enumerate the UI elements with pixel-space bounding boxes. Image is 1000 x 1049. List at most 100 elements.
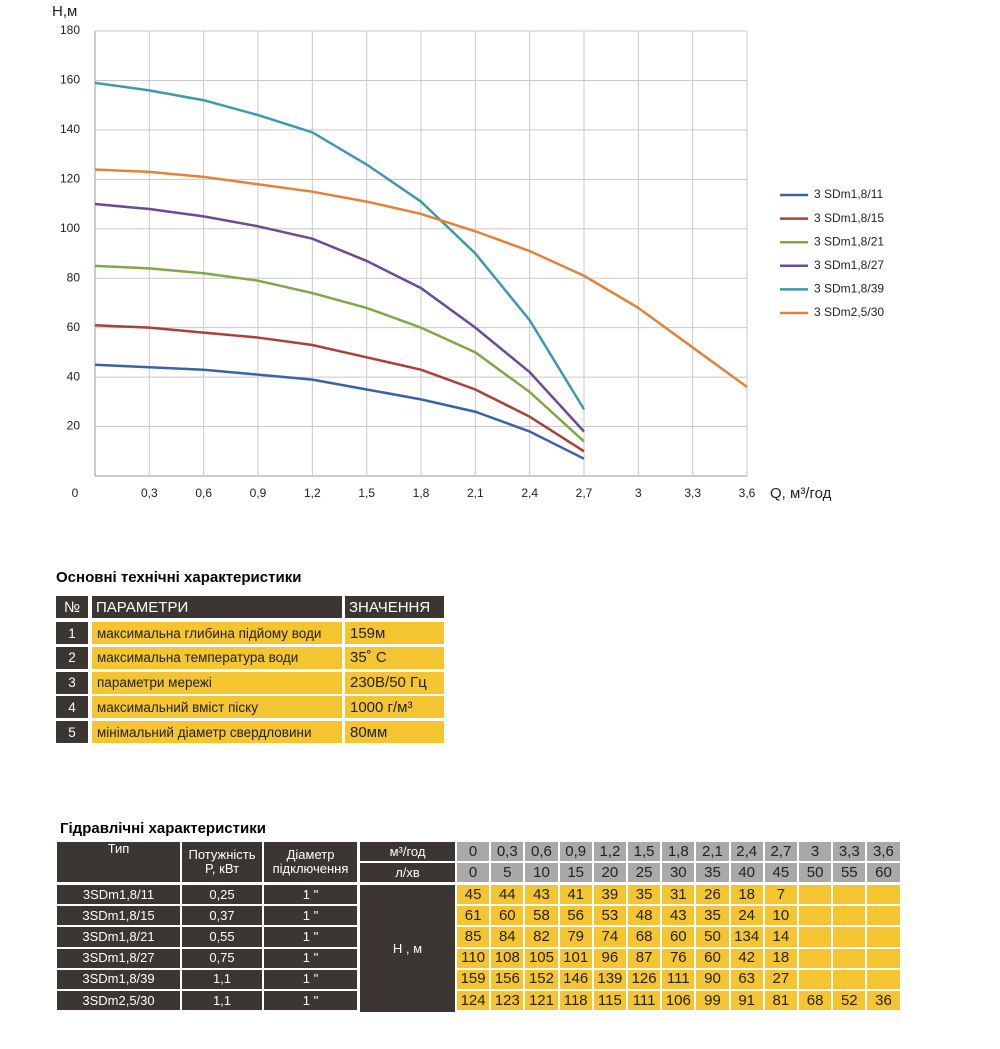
x-tick-label: 2,7	[576, 486, 593, 500]
head-cell: 121	[525, 991, 558, 1011]
head-cell: 24	[730, 906, 763, 926]
legend-label: 3 SDm1,8/39	[814, 282, 884, 296]
type-cell: 3SDm1,8/11	[57, 885, 180, 905]
flow-cell: 15	[559, 863, 592, 882]
header-cell: Н , м	[360, 885, 455, 1012]
flow-cell: 2,7	[764, 842, 797, 861]
legend-label: 3 SDm2,5/30	[814, 305, 884, 319]
y-tick-label: 160	[60, 73, 80, 87]
flow-cell: 40	[730, 863, 763, 882]
head-cell: 139	[593, 969, 626, 989]
head-cell: 90	[696, 969, 729, 989]
head-cell: 111	[662, 969, 695, 989]
legend-label: 3 SDm1,8/11	[814, 187, 883, 201]
head-cell: 156	[491, 969, 524, 989]
head-cell: 18	[730, 885, 763, 905]
spec-cell: 80мм	[345, 721, 444, 744]
head-cell	[799, 948, 832, 968]
flow-cell: 0,3	[491, 842, 524, 861]
head-cell	[799, 969, 832, 989]
x-tick-label: 3,3	[684, 486, 701, 500]
spec-cell: максимальна температура води	[92, 646, 342, 669]
series-line	[94, 202, 585, 433]
spec-cell: максимальний вміст піску	[92, 696, 342, 719]
head-cell	[799, 927, 832, 947]
head-cell: 48	[628, 906, 661, 926]
head-cell: 56	[559, 906, 592, 926]
spec-cell: параметри мережі	[92, 671, 342, 694]
head-cell: 82	[525, 927, 558, 947]
head-cell: 99	[696, 991, 729, 1011]
y-tick-label: 180	[60, 23, 80, 37]
series-line	[94, 168, 748, 389]
head-cell: 123	[491, 991, 524, 1011]
head-cell: 110	[457, 948, 490, 968]
flow-cell: 25	[628, 863, 661, 882]
x-tick-label: 3	[635, 486, 642, 500]
flow-cell: 30	[662, 863, 695, 882]
head-cell	[867, 927, 900, 947]
flow-cell: 0,9	[559, 842, 592, 861]
chart: H,м Q, м³/год 20 40 60 80 100 120 140 160 180 0 0,…	[52, 3, 884, 502]
head-cell: 91	[730, 991, 763, 1011]
head-cell: 76	[662, 948, 695, 968]
head-cell: 18	[764, 948, 797, 968]
head-cell	[833, 885, 866, 905]
series-line	[94, 323, 585, 453]
flow-cell: 0	[457, 842, 490, 861]
spec-cell: 3	[56, 671, 88, 694]
head-cell: 26	[696, 885, 729, 905]
power-cell: 1,1	[182, 969, 262, 989]
x-tick-label: 2,1	[467, 486, 484, 500]
type-cell: 3SDm1,8/15	[57, 906, 180, 926]
head-cell: 159	[457, 969, 490, 989]
header-cell: Діаметр підключення	[264, 842, 357, 882]
diameter-cell: 1 "	[264, 969, 357, 989]
spec-cell: 159м	[345, 622, 444, 644]
head-cell: 7	[764, 885, 797, 905]
spec-cell: максимальна глибина підйому води	[92, 622, 342, 644]
head-cell: 41	[559, 885, 592, 905]
flow-cell: 20	[593, 863, 626, 882]
diameter-cell: 1 "	[264, 906, 357, 926]
spec-cell: 35˚ С	[345, 646, 444, 669]
head-cell	[799, 885, 832, 905]
head-cell: 45	[457, 885, 490, 905]
head-cell: 60	[491, 906, 524, 926]
diameter-cell: 1 "	[264, 948, 357, 968]
head-cell	[833, 906, 866, 926]
x-tick-label: 2,4	[521, 486, 538, 500]
diameter-cell: 1 "	[264, 991, 357, 1011]
flow-cell: 2,1	[696, 842, 729, 861]
type-cell: 3SDm2,5/30	[57, 991, 180, 1011]
spec-cell: 230В/50 Гц	[345, 671, 444, 694]
head-cell: 53	[593, 906, 626, 926]
x-tick-label: 3,6	[739, 486, 756, 500]
header-cell: Тип	[57, 842, 180, 882]
head-cell: 35	[696, 906, 729, 926]
y-tick-label: 60	[67, 320, 81, 334]
flow-cell: 1,2	[593, 842, 626, 861]
power-cell: 0,55	[182, 927, 262, 947]
y-axis-label: H,м	[52, 3, 77, 20]
head-cell	[867, 948, 900, 968]
head-cell: 146	[559, 969, 592, 989]
flow-cell: 45	[764, 863, 797, 882]
head-cell: 111	[628, 991, 661, 1011]
head-cell	[833, 969, 866, 989]
head-cell: 79	[559, 927, 592, 947]
head-cell: 96	[593, 948, 626, 968]
head-cell: 106	[662, 991, 695, 1011]
x-tick-label: 1,8	[413, 486, 430, 500]
diameter-cell: 1 "	[264, 927, 357, 947]
spec-cell: мінімальний діаметр свердловини	[92, 721, 342, 744]
y-tick-label: 100	[60, 221, 80, 235]
header-cell: Потужність P, кВт	[182, 842, 262, 882]
head-cell: 60	[662, 927, 695, 947]
head-cell: 85	[457, 927, 490, 947]
hydraulic-title: Гідравлічні характеристики	[60, 819, 266, 837]
flow-cell: 35	[696, 863, 729, 882]
head-cell: 50	[696, 927, 729, 947]
x-axis-label: Q, м³/год	[770, 485, 832, 502]
head-cell: 101	[559, 948, 592, 968]
